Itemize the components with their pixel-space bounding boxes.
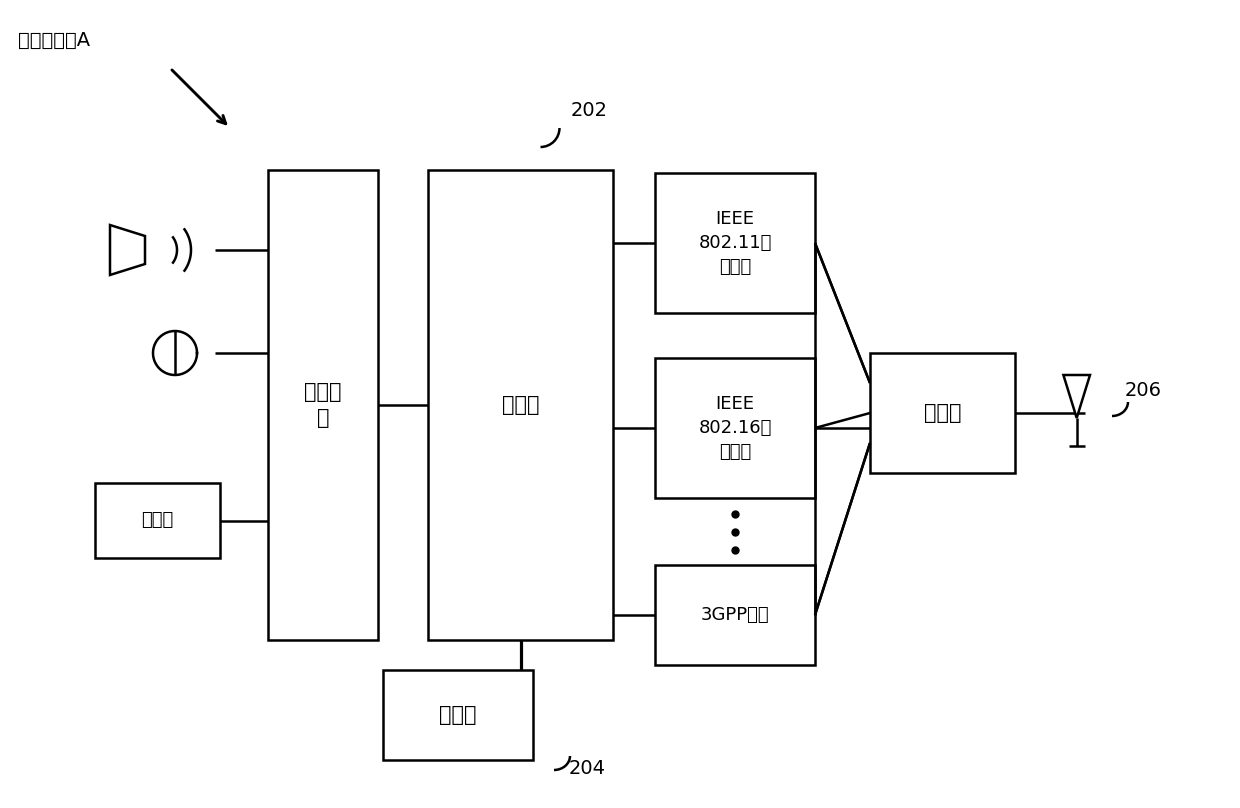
Text: 用户接
口: 用户接 口 (304, 382, 342, 428)
Text: IEEE
802.11网
络接口: IEEE 802.11网 络接口 (698, 210, 771, 276)
Text: 3GPP接口: 3GPP接口 (701, 606, 769, 624)
Bar (655, 173, 815, 313)
Text: 耦合器: 耦合器 (924, 403, 961, 423)
Bar (268, 170, 378, 640)
Bar (870, 353, 1016, 473)
Bar (383, 670, 533, 760)
Bar (428, 170, 613, 640)
Text: 处理器: 处理器 (502, 395, 539, 415)
Polygon shape (110, 225, 145, 275)
Text: 存储器: 存储器 (439, 705, 476, 725)
Bar (95, 483, 219, 558)
Text: 显示器: 显示器 (141, 511, 174, 529)
Text: IEEE
802.16网
络接口: IEEE 802.16网 络接口 (698, 395, 771, 461)
Text: 206: 206 (1125, 381, 1162, 399)
Bar (655, 358, 815, 498)
Text: 计算机终端A: 计算机终端A (19, 31, 91, 49)
Text: 202: 202 (570, 100, 608, 120)
Polygon shape (1064, 375, 1090, 418)
Text: 204: 204 (569, 759, 606, 777)
Bar (655, 565, 815, 665)
